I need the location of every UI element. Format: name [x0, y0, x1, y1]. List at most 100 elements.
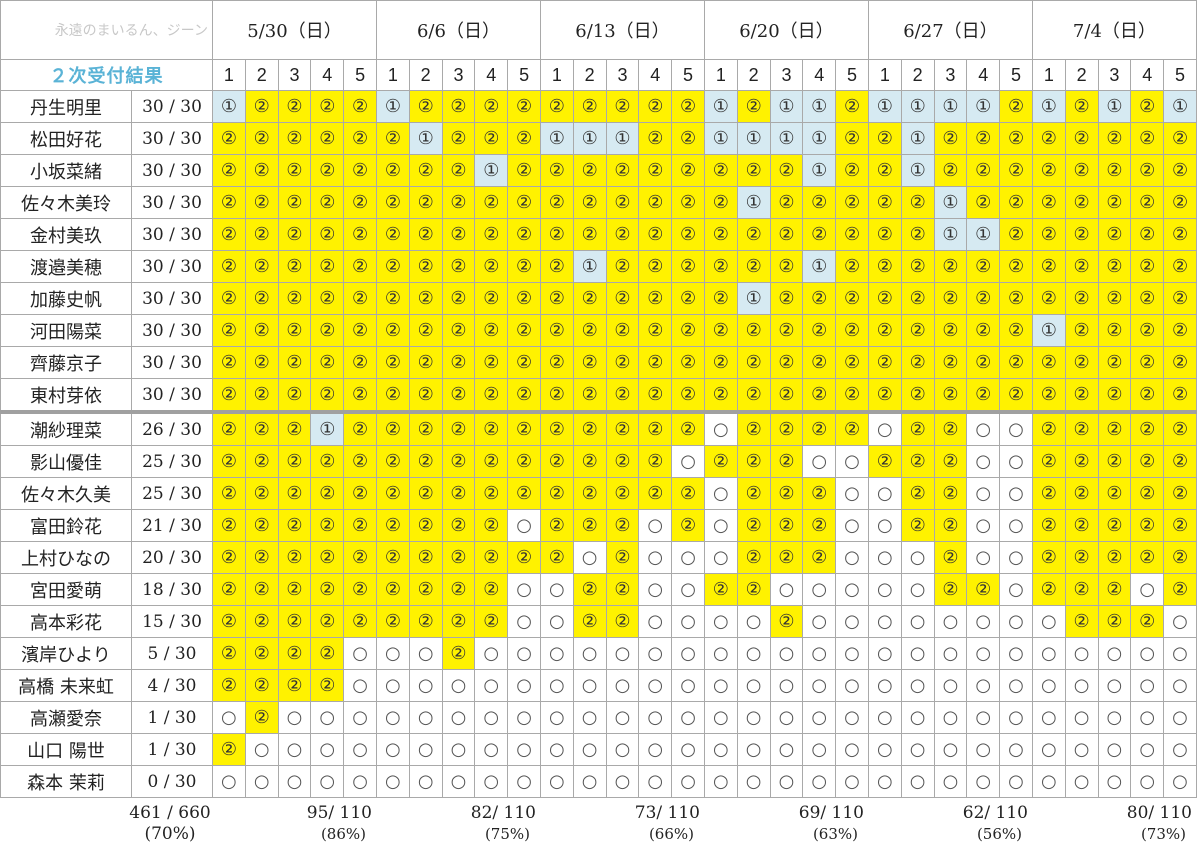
slot-empty-mark: ○ — [835, 509, 869, 542]
slot-won-mark: ② — [474, 122, 509, 155]
slot-won-mark: ② — [1064, 573, 1099, 606]
slot-empty-mark: ○ — [572, 733, 607, 766]
slot-won-mark: ② — [277, 637, 312, 670]
slot-won-mark: ② — [212, 410, 246, 446]
slot-won-mark: ② — [343, 218, 377, 251]
slot-won-mark: ② — [375, 154, 410, 187]
slot-empty-mark: ○ — [999, 701, 1033, 734]
slot-won-mark: ② — [703, 250, 738, 283]
slot-empty-mark: ○ — [277, 765, 312, 798]
slot-won-mark: ② — [343, 154, 377, 187]
slot-won-mark: ② — [244, 477, 279, 510]
slot-won-mark: ② — [638, 250, 673, 283]
slot-won-mark: ② — [1097, 410, 1132, 446]
slot-won-mark: ② — [408, 541, 443, 574]
slot-won-mark: ② — [1031, 154, 1066, 187]
slot-won-mark: ② — [277, 541, 312, 574]
slot-won-mark: ② — [539, 378, 574, 413]
slot-won-mark: ② — [408, 218, 443, 251]
slot-empty-mark: ○ — [441, 733, 476, 766]
slot-empty-mark: ○ — [966, 701, 1001, 734]
slot-won-mark: ② — [375, 410, 410, 446]
member-row: 山口 陽世 1 / 30 ② ○ ○ ○ ○ ○ ○ ○ ○ ○ ○ ○ ○ ○ ○ ○ ○ ○ ○ ○ ○ ○ ○ ○ ○ ○ ○ ○ ○… — [0, 733, 1197, 766]
slot-empty-mark: ○ — [1130, 669, 1165, 702]
slot-won-mark: ② — [212, 605, 246, 638]
slot-empty-mark: ○ — [277, 733, 312, 766]
slot-won-mark: ② — [769, 605, 804, 638]
slot-empty-mark: ○ — [1130, 573, 1165, 606]
slot-empty-mark: ○ — [1064, 637, 1099, 670]
slot-won-mark: ② — [736, 445, 771, 478]
slot-empty-mark: ○ — [507, 765, 541, 798]
slot-won-mark: ② — [375, 477, 410, 510]
member-row: 小坂菜緒 30 / 30 ② ② ② ② ② ② ② ② ① ② ② ② ② ② ② ② ② ② ① ② ② ① ② ② ② ② ② ② ②… — [0, 154, 1197, 187]
slot-won-mark: ② — [1130, 122, 1165, 155]
slot-empty-mark: ○ — [441, 701, 476, 734]
slot-won-mark: ② — [999, 90, 1033, 123]
date-total-percent: (66%) — [648, 825, 694, 843]
slot-won-mark: ② — [244, 378, 279, 413]
slot-empty-mark: ○ — [900, 669, 935, 702]
slot-won-mark: ② — [572, 605, 607, 638]
slot-empty-mark: ○ — [212, 701, 246, 734]
slot-empty-mark: ○ — [1031, 733, 1066, 766]
slot-won-mark: ② — [1130, 410, 1165, 446]
slot-won-mark: ② — [736, 218, 771, 251]
member-count: 25 / 30 — [131, 477, 213, 510]
slot-empty-mark: ○ — [310, 733, 345, 766]
slot-won-mark: ② — [277, 669, 312, 702]
slot-empty-mark: ○ — [769, 765, 804, 798]
slot-won-mark: ② — [408, 346, 443, 379]
slot-won-mark: ② — [244, 669, 279, 702]
date-total-value: 69/ 110 — [798, 803, 864, 823]
slot-won-mark: ② — [572, 346, 607, 379]
member-name: 影山優佳 — [0, 445, 132, 478]
slot-won-mark: ② — [1163, 541, 1197, 574]
slot-won-mark: ② — [1064, 378, 1099, 413]
slot-won-mark: ② — [310, 346, 345, 379]
slot-won-mark: ② — [244, 122, 279, 155]
slot-number: 2 — [736, 59, 771, 91]
member-count: 30 / 30 — [131, 90, 213, 123]
slot-won-mark: ② — [507, 378, 541, 413]
slot-empty-mark: ○ — [736, 765, 771, 798]
slot-won-mark: ② — [769, 154, 804, 187]
slot-won-mark: ② — [1031, 410, 1066, 446]
slot-header-row: ２次受付結果 1 2 3 4 5 1 2 3 4 5 1 2 3 4 5 1 2 3 4 5 1 2 3 4 5 1 2 3 4 5 — [0, 59, 1197, 91]
slot-empty-mark: ○ — [867, 477, 902, 510]
slot-won-mark: ② — [1064, 410, 1099, 446]
slot-won-mark: ② — [933, 573, 968, 606]
slot-won-mark: ② — [277, 154, 312, 187]
slot-won-mark: ② — [441, 445, 476, 478]
slot-won-mark: ② — [736, 154, 771, 187]
slot-empty-mark: ○ — [999, 509, 1033, 542]
slot-won-mark: ② — [244, 314, 279, 347]
slot-won-mark: ② — [343, 378, 377, 413]
member-name: 佐々木久美 — [0, 477, 132, 510]
slot-won-mark: ② — [671, 346, 705, 379]
slot-won-mark: ② — [343, 605, 377, 638]
slot-empty-mark: ○ — [572, 701, 607, 734]
slot-won-mark: ② — [671, 218, 705, 251]
date-total: 95/ 110 (86%) — [266, 803, 372, 845]
slot-empty-mark: ○ — [671, 733, 705, 766]
slot-won-mark: ② — [539, 477, 574, 510]
date-total-value: 73/ 110 — [634, 803, 700, 823]
slot-won-mark: ② — [277, 90, 312, 123]
slot-first-mark: ① — [802, 122, 837, 155]
slot-won-mark: ② — [441, 90, 476, 123]
slot-won-mark: ② — [572, 282, 607, 315]
slot-won-mark: ② — [408, 378, 443, 413]
slot-number: 3 — [1097, 59, 1132, 91]
slot-empty-mark: ○ — [867, 701, 902, 734]
slot-won-mark: ② — [835, 378, 869, 413]
slot-won-mark: ② — [802, 541, 837, 574]
slot-won-mark: ② — [1163, 250, 1197, 283]
slot-empty-mark: ○ — [966, 765, 1001, 798]
slot-won-mark: ② — [474, 218, 509, 251]
slot-first-mark: ① — [736, 122, 771, 155]
slot-number: 1 — [212, 59, 246, 91]
slot-won-mark: ② — [572, 410, 607, 446]
slot-won-mark: ② — [835, 282, 869, 315]
slot-won-mark: ② — [605, 445, 640, 478]
